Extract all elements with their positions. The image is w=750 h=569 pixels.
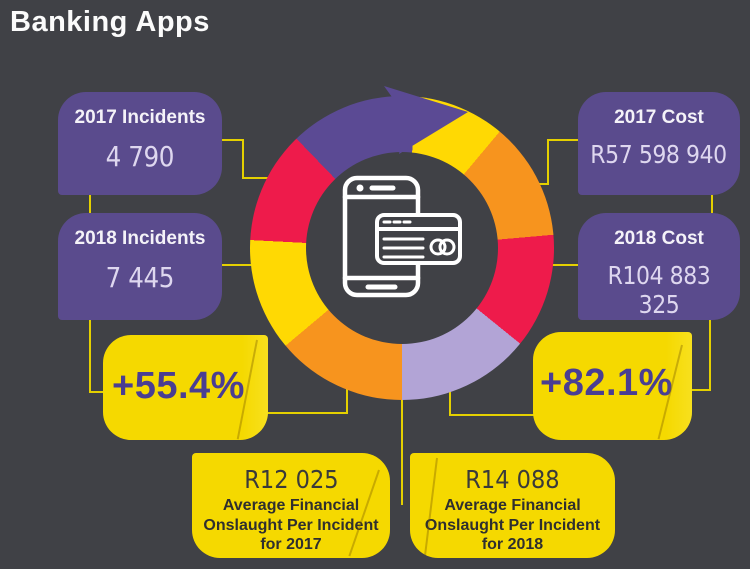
cost-2018-panel: 2018 Cost R104 883 325 (578, 213, 740, 320)
connector-line (689, 389, 711, 391)
cost-change-panel: +82.1% (533, 332, 692, 440)
connector-line (89, 320, 91, 393)
fold-shade (242, 335, 268, 440)
connector-line (401, 396, 403, 505)
incidents-change-value: +55.4% (112, 365, 245, 407)
incidents-2018-value: 7 445 (105, 261, 175, 294)
page-title: Banking Apps (10, 6, 210, 38)
connector-line (449, 389, 451, 416)
connector-line (709, 320, 711, 391)
connector-line (536, 183, 549, 185)
avg-2018-panel: R14 088 Average Financial Onslaught Per … (410, 453, 615, 558)
connector-line (550, 264, 578, 266)
cost-2017-label: 2017 Cost (614, 107, 704, 128)
incidents-2017-value: 4 790 (105, 140, 175, 173)
connector-line (711, 195, 713, 213)
avg-2017-value: R12 025 (243, 465, 339, 494)
connector-line (222, 139, 244, 141)
incidents-change-panel: +55.4% (103, 335, 268, 440)
avg-2017-panel: R12 025 Average Financial Onslaught Per … (192, 453, 390, 558)
phone-with-credit-card-icon (342, 175, 462, 298)
cost-2017-value: R57 598 940 (590, 140, 728, 169)
connector-line (547, 139, 578, 141)
connector-line (449, 414, 536, 416)
fold-shade (666, 332, 692, 440)
incidents-2017-panel: 2017 Incidents 4 790 (58, 92, 222, 195)
ring-overlay (342, 86, 468, 298)
connector-line (89, 391, 106, 393)
connector-line (242, 177, 269, 179)
connector-line (89, 195, 91, 213)
cost-2018-label: 2018 Cost (614, 228, 704, 249)
avg-2017-label: Average Financial Onslaught Per Incident… (203, 497, 379, 554)
connector-line (264, 412, 348, 414)
cost-change-value: +82.1% (540, 362, 673, 404)
cycle-ring (250, 86, 554, 400)
connector-line (547, 139, 549, 185)
incidents-2018-label: 2018 Incidents (74, 228, 206, 249)
connector-line (346, 389, 348, 414)
connector-line (242, 139, 244, 179)
cost-2018-value: R104 883 325 (607, 261, 711, 319)
clockwise-arrow-icon (384, 86, 468, 154)
connector-line (222, 264, 254, 266)
incidents-2018-panel: 2018 Incidents 7 445 (58, 213, 222, 320)
cost-2017-panel: 2017 Cost R57 598 940 (578, 92, 740, 195)
incidents-2017-label: 2017 Incidents (74, 107, 206, 128)
avg-2018-value: R14 088 (465, 465, 560, 494)
avg-2018-label: Average Financial Onslaught Per Incident… (424, 497, 601, 554)
